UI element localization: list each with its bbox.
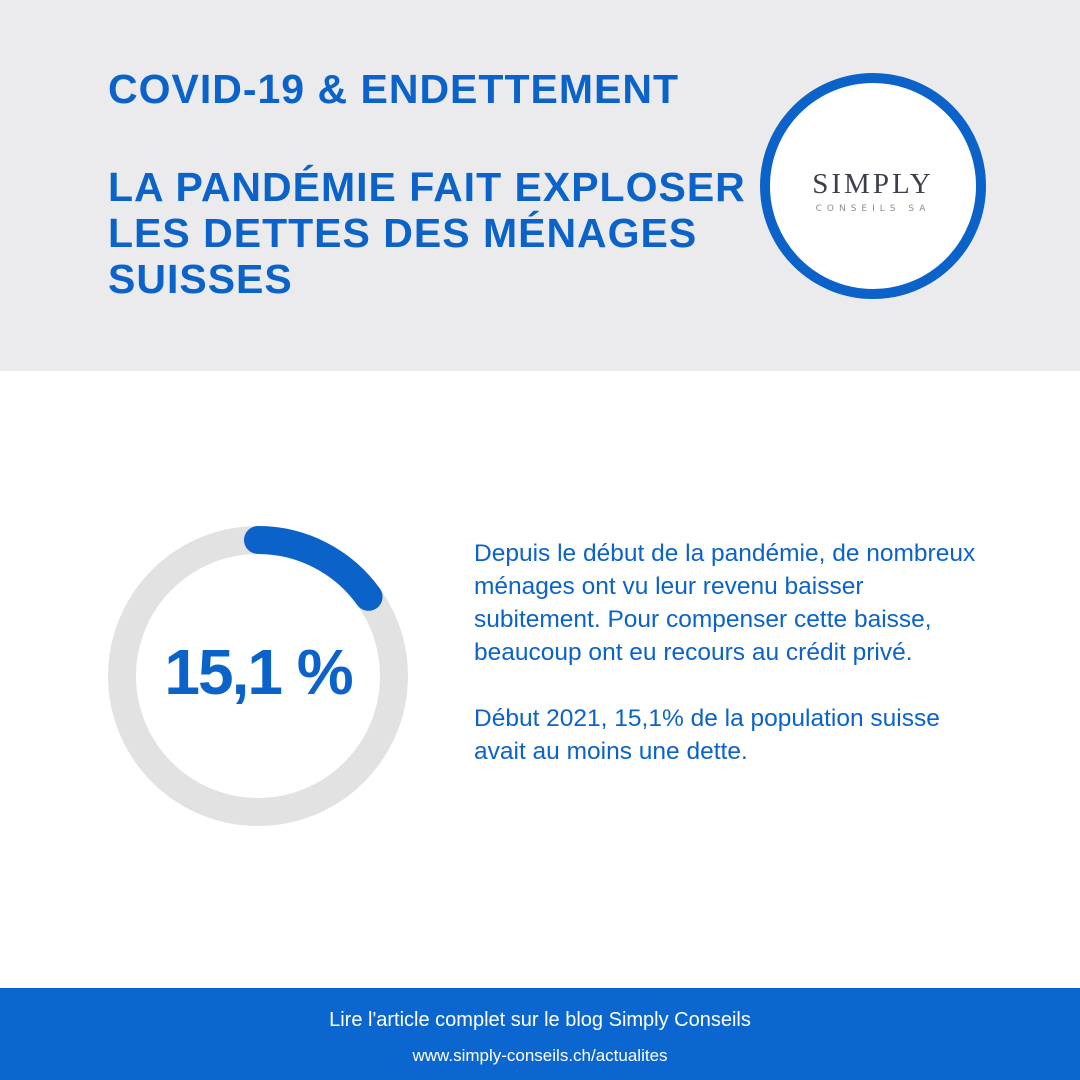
logo-wordmark: SIMPLY (812, 168, 934, 200)
progress-ring-fill (108, 526, 408, 826)
body-paragraph-1: Depuis le début de la pandémie, de nombr… (474, 540, 976, 666)
stat-value: 15,1 % (164, 636, 353, 708)
logo-subtitle: CONSEILS SA (815, 204, 931, 214)
page-title: LA PANDÉMIE FAIT EXPLOSER LES DETTES DES… (108, 164, 746, 302)
progress-ring (108, 526, 408, 826)
kicker-title: COVID-19 & ENDETTEMENT (108, 66, 679, 112)
footer-banner (0, 988, 1080, 1080)
body-text: Depuis le début de la pandémie, de nombr… (474, 537, 994, 768)
simply-conseils-logo: SIMPLY CONSEILS SA (760, 73, 986, 299)
footer-cta-text: Lire l'article complet sur le blog Simpl… (329, 1009, 751, 1031)
body-paragraph-2: Début 2021, 15,1% de la population suiss… (474, 705, 940, 765)
footer-url-link[interactable]: www.simply-conseils.ch/actualites (412, 1046, 668, 1065)
